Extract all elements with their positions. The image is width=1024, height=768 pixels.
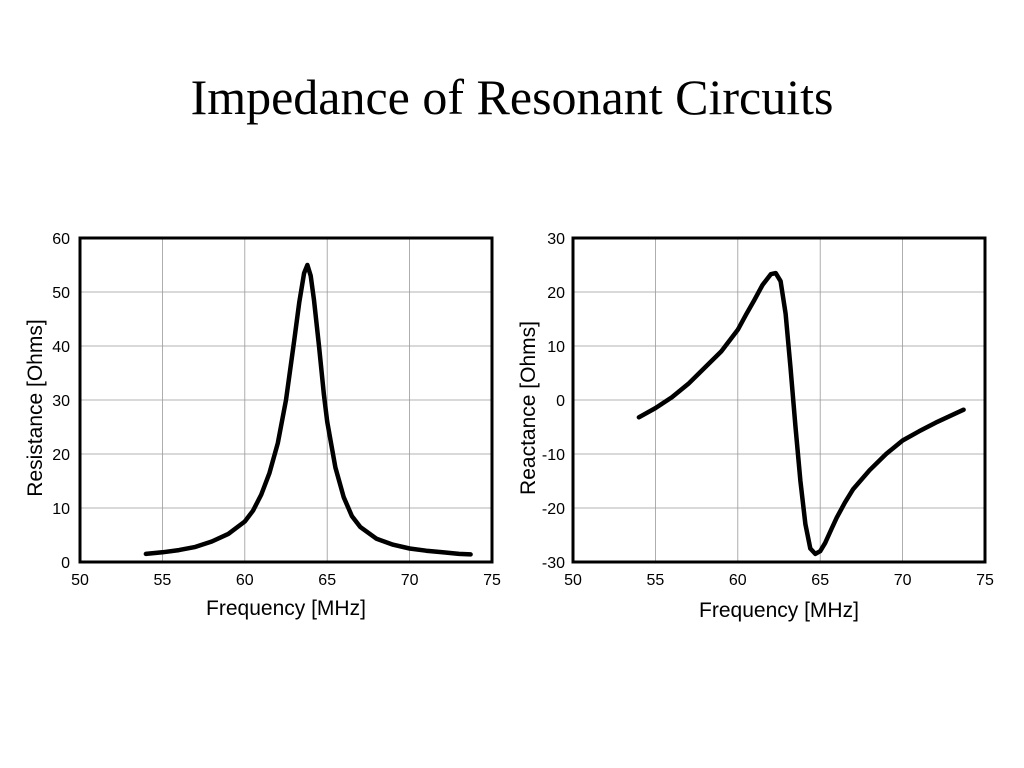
x-tick-label: 65 (318, 572, 336, 589)
y-tick-label: 50 (52, 285, 70, 302)
x-tick-label: 55 (647, 572, 665, 589)
reactance-chart: 50 55 60 65 70 75 -30 -20 -10 0 10 20 30 Frequency [M… (517, 231, 994, 622)
resistance-chart: 50 55 60 65 70 75 0 10 20 30 40 50 60 Frequency [MHz]… (24, 231, 501, 620)
x-tick-label: 70 (401, 572, 419, 589)
x-tick-label: 55 (154, 572, 172, 589)
reactance-curve (636, 270, 966, 557)
x-tick-label: 50 (564, 572, 582, 589)
x-tick-label: 60 (236, 572, 254, 589)
x-axis-label: Frequency [MHz] (206, 597, 366, 620)
y-tick-label: 20 (547, 285, 565, 302)
x-axis-label: Frequency [MHz] (699, 599, 859, 622)
y-tick-label: 30 (52, 393, 70, 410)
x-tick-label: 75 (976, 572, 994, 589)
page-title: Impedance of Resonant Circuits (190, 69, 834, 125)
plot-frame (571, 236, 987, 564)
y-tick-label: -30 (542, 555, 565, 572)
x-tick-label: 65 (811, 572, 829, 589)
y-tick-label: -20 (542, 501, 565, 518)
y-axis-label: Resistance [Ohms] (24, 319, 47, 496)
x-tick-label: 70 (894, 572, 912, 589)
plot-frame (78, 236, 494, 564)
y-tick-label: 10 (52, 501, 70, 518)
y-tick-label: 60 (52, 231, 70, 248)
y-tick-label: 0 (556, 393, 565, 410)
y-tick-label: -10 (542, 447, 565, 464)
y-tick-label: 0 (61, 555, 70, 572)
resistance-curve (143, 262, 473, 557)
y-tick-label: 40 (52, 339, 70, 356)
y-tick-label: 20 (52, 447, 70, 464)
y-tick-label: 30 (547, 231, 565, 248)
y-tick-label: 10 (547, 339, 565, 356)
x-tick-label: 50 (71, 572, 89, 589)
x-tick-label: 75 (483, 572, 501, 589)
x-tick-label: 60 (729, 572, 747, 589)
y-axis-label: Reactance [Ohms] (517, 321, 540, 495)
